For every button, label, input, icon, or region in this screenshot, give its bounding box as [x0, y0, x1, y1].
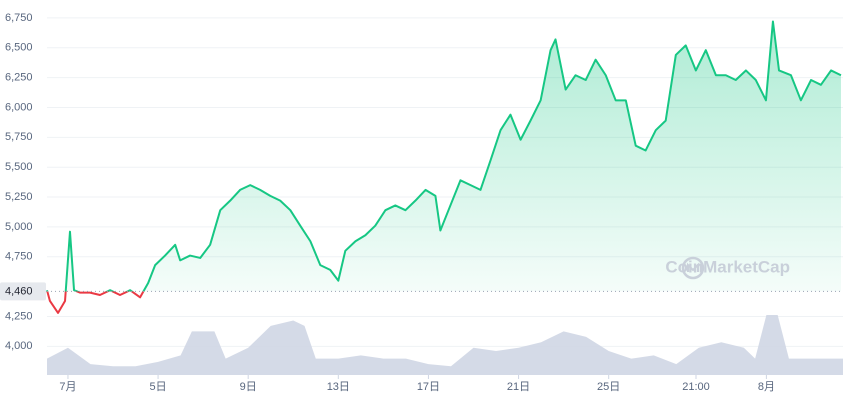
baseline-label: 4,460 [5, 285, 33, 297]
x-tick-label: 17日 [417, 381, 440, 393]
x-tick-label: 25日 [597, 381, 620, 393]
x-tick-label: 8月 [758, 381, 775, 393]
x-tick-label: 9日 [240, 381, 257, 393]
price-line [46, 20, 842, 314]
x-tick-label: 21:00 [682, 381, 710, 393]
x-tick-label: 7月 [59, 381, 76, 393]
y-tick-label: 6,750 [5, 12, 33, 24]
y-tick-label: 5,500 [5, 161, 33, 173]
y-tick-label: 4,750 [5, 251, 33, 263]
y-tick-label: 6,000 [5, 101, 33, 113]
y-tick-label: 5,250 [5, 191, 33, 203]
x-tick-label: 21日 [507, 381, 530, 393]
price-area [47, 21, 841, 292]
y-tick-label: 6,500 [5, 42, 33, 54]
watermark: CoinMarketCap [665, 257, 790, 276]
baseline-badge [0, 282, 46, 301]
y-tick-label: 5,000 [5, 221, 33, 233]
volume-area [47, 315, 843, 375]
y-tick-label: 4,250 [5, 310, 33, 322]
x-tick-label: 13日 [327, 381, 350, 393]
y-tick-label: 6,250 [5, 72, 33, 84]
watermark-logo [681, 256, 705, 280]
y-tick-label: 4,000 [5, 340, 33, 352]
y-tick-label: 5,750 [5, 131, 33, 143]
x-tick-label: 5日 [150, 381, 167, 393]
